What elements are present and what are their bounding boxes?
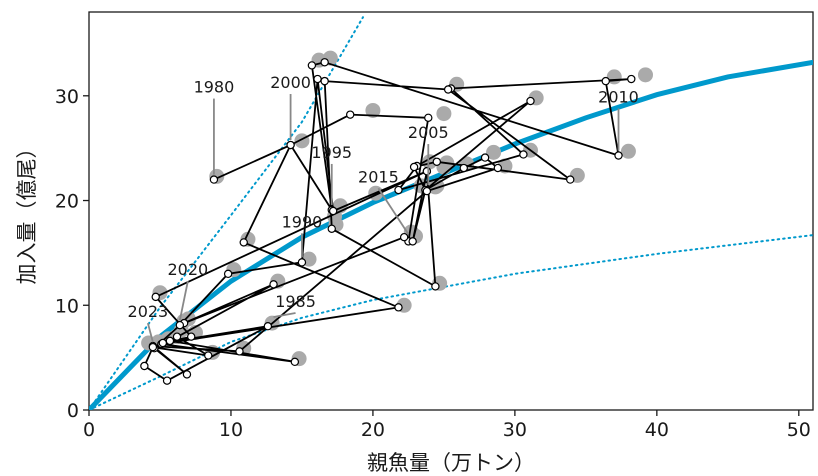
- x-tick-label: 40: [645, 419, 669, 441]
- observed-point: [165, 336, 175, 346]
- observed-point: [493, 163, 503, 173]
- observed-point: [307, 61, 317, 70]
- year-label-leader: [147, 322, 154, 343]
- observed-point: [431, 282, 440, 291]
- year-label-leader: [178, 280, 189, 321]
- observed-point: [422, 166, 432, 176]
- year-label: 2020: [167, 260, 208, 279]
- axes: 0 10 20 30 40 50 0 10 20 30 親魚量（万トン） 加入量（億尾）: [15, 86, 811, 475]
- plot-area: 1980 1985 1990 1995 2000 2005 2010 2015 2020 2023: [88, 11, 814, 411]
- observed-point: [204, 351, 213, 360]
- observed-point: [175, 320, 185, 330]
- y-tick-label: 30: [55, 86, 79, 108]
- observed-point: [140, 361, 149, 371]
- observed-point: [320, 76, 329, 86]
- observed-point: [263, 322, 273, 331]
- observed-point: [172, 332, 182, 341]
- plot-frame: [88, 11, 814, 411]
- observed-point: [235, 347, 244, 356]
- observed-point: [526, 96, 535, 106]
- trajectory-line: [143, 61, 633, 382]
- predicted-points-layer: [141, 50, 653, 367]
- observed-point: [480, 153, 490, 162]
- year-labels-layer: 1980 1985 1990 1995 2000 2005 2010 2015 2020 2023: [128, 73, 639, 343]
- predicted-point: [620, 143, 636, 159]
- x-tick-label: 30: [503, 419, 527, 441]
- predicted-point: [637, 67, 653, 83]
- observed-point: [148, 342, 158, 352]
- predicted-point: [486, 144, 502, 160]
- upper-bound-curve: [89, 16, 364, 410]
- x-axis: 0 10 20 30 40 50: [83, 410, 811, 441]
- observed-point: [408, 237, 417, 246]
- observed-point: [151, 292, 160, 302]
- predicted-point: [422, 154, 438, 170]
- observed-point: [409, 162, 419, 172]
- observed-point: [269, 280, 278, 289]
- observed-point: [601, 76, 610, 86]
- observed-point: [566, 175, 575, 184]
- year-label: 2005: [408, 123, 449, 142]
- observed-point: [328, 206, 338, 216]
- observed-point: [627, 74, 636, 84]
- year-label: 2010: [598, 87, 639, 106]
- observed-point: [182, 370, 192, 379]
- observed-point: [158, 338, 168, 348]
- observed-point: [519, 150, 528, 159]
- observed-point: [394, 185, 403, 195]
- observed-point: [424, 113, 433, 122]
- year-label-leader: [377, 187, 410, 235]
- observed-point: [399, 232, 409, 242]
- observed-point: [327, 224, 336, 234]
- year-label: 1985: [275, 292, 316, 311]
- observed-point: [187, 332, 196, 341]
- year-label: 2000: [270, 73, 311, 92]
- x-axis-title: 親魚量（万トン）: [367, 451, 535, 475]
- year-label: 2015: [358, 167, 399, 186]
- year-label: 2023: [128, 302, 169, 321]
- y-tick-label: 0: [67, 400, 79, 422]
- trajectory-layer: [140, 58, 636, 385]
- observed-point: [459, 163, 468, 173]
- observed-point: [394, 303, 403, 312]
- x-tick-label: 50: [787, 419, 811, 441]
- observed-point: [432, 157, 442, 166]
- year-label: 1995: [311, 143, 352, 162]
- observed-point: [239, 238, 248, 247]
- y-axis-title: 加入量（億尾）: [15, 138, 39, 285]
- x-tick-label: 10: [219, 419, 243, 441]
- observed-point: [320, 58, 329, 67]
- y-tick-label: 10: [55, 295, 79, 317]
- observed-point: [297, 258, 307, 267]
- predicted-point: [436, 106, 452, 122]
- observed-point: [290, 357, 300, 367]
- predicted-point: [365, 102, 381, 118]
- observed-point: [346, 110, 355, 119]
- year-label: 1980: [194, 78, 235, 97]
- y-axis: 0 10 20 30: [55, 86, 89, 422]
- year-label-leader: [273, 312, 296, 318]
- observed-point: [443, 85, 453, 94]
- year-label: 1990: [282, 212, 323, 231]
- observed-point: [422, 186, 432, 196]
- observed-point: [209, 175, 219, 184]
- lower-bound-curve: [89, 234, 813, 410]
- x-tick-label: 0: [83, 419, 95, 441]
- bounds-layer: [89, 16, 813, 410]
- observed-point: [313, 74, 322, 84]
- observed-point: [286, 140, 295, 150]
- observed-point: [614, 151, 623, 160]
- observed-point: [223, 269, 233, 279]
- observed-point: [162, 376, 172, 385]
- y-tick-label: 20: [55, 191, 79, 213]
- x-tick-label: 20: [361, 419, 385, 441]
